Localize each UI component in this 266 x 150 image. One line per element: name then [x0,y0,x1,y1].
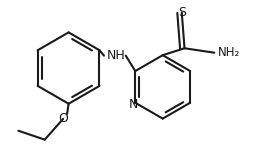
Text: NH₂: NH₂ [218,46,240,59]
Text: NH: NH [106,49,125,62]
Text: N: N [128,98,138,111]
Text: S: S [178,6,186,19]
Text: O: O [58,112,68,125]
